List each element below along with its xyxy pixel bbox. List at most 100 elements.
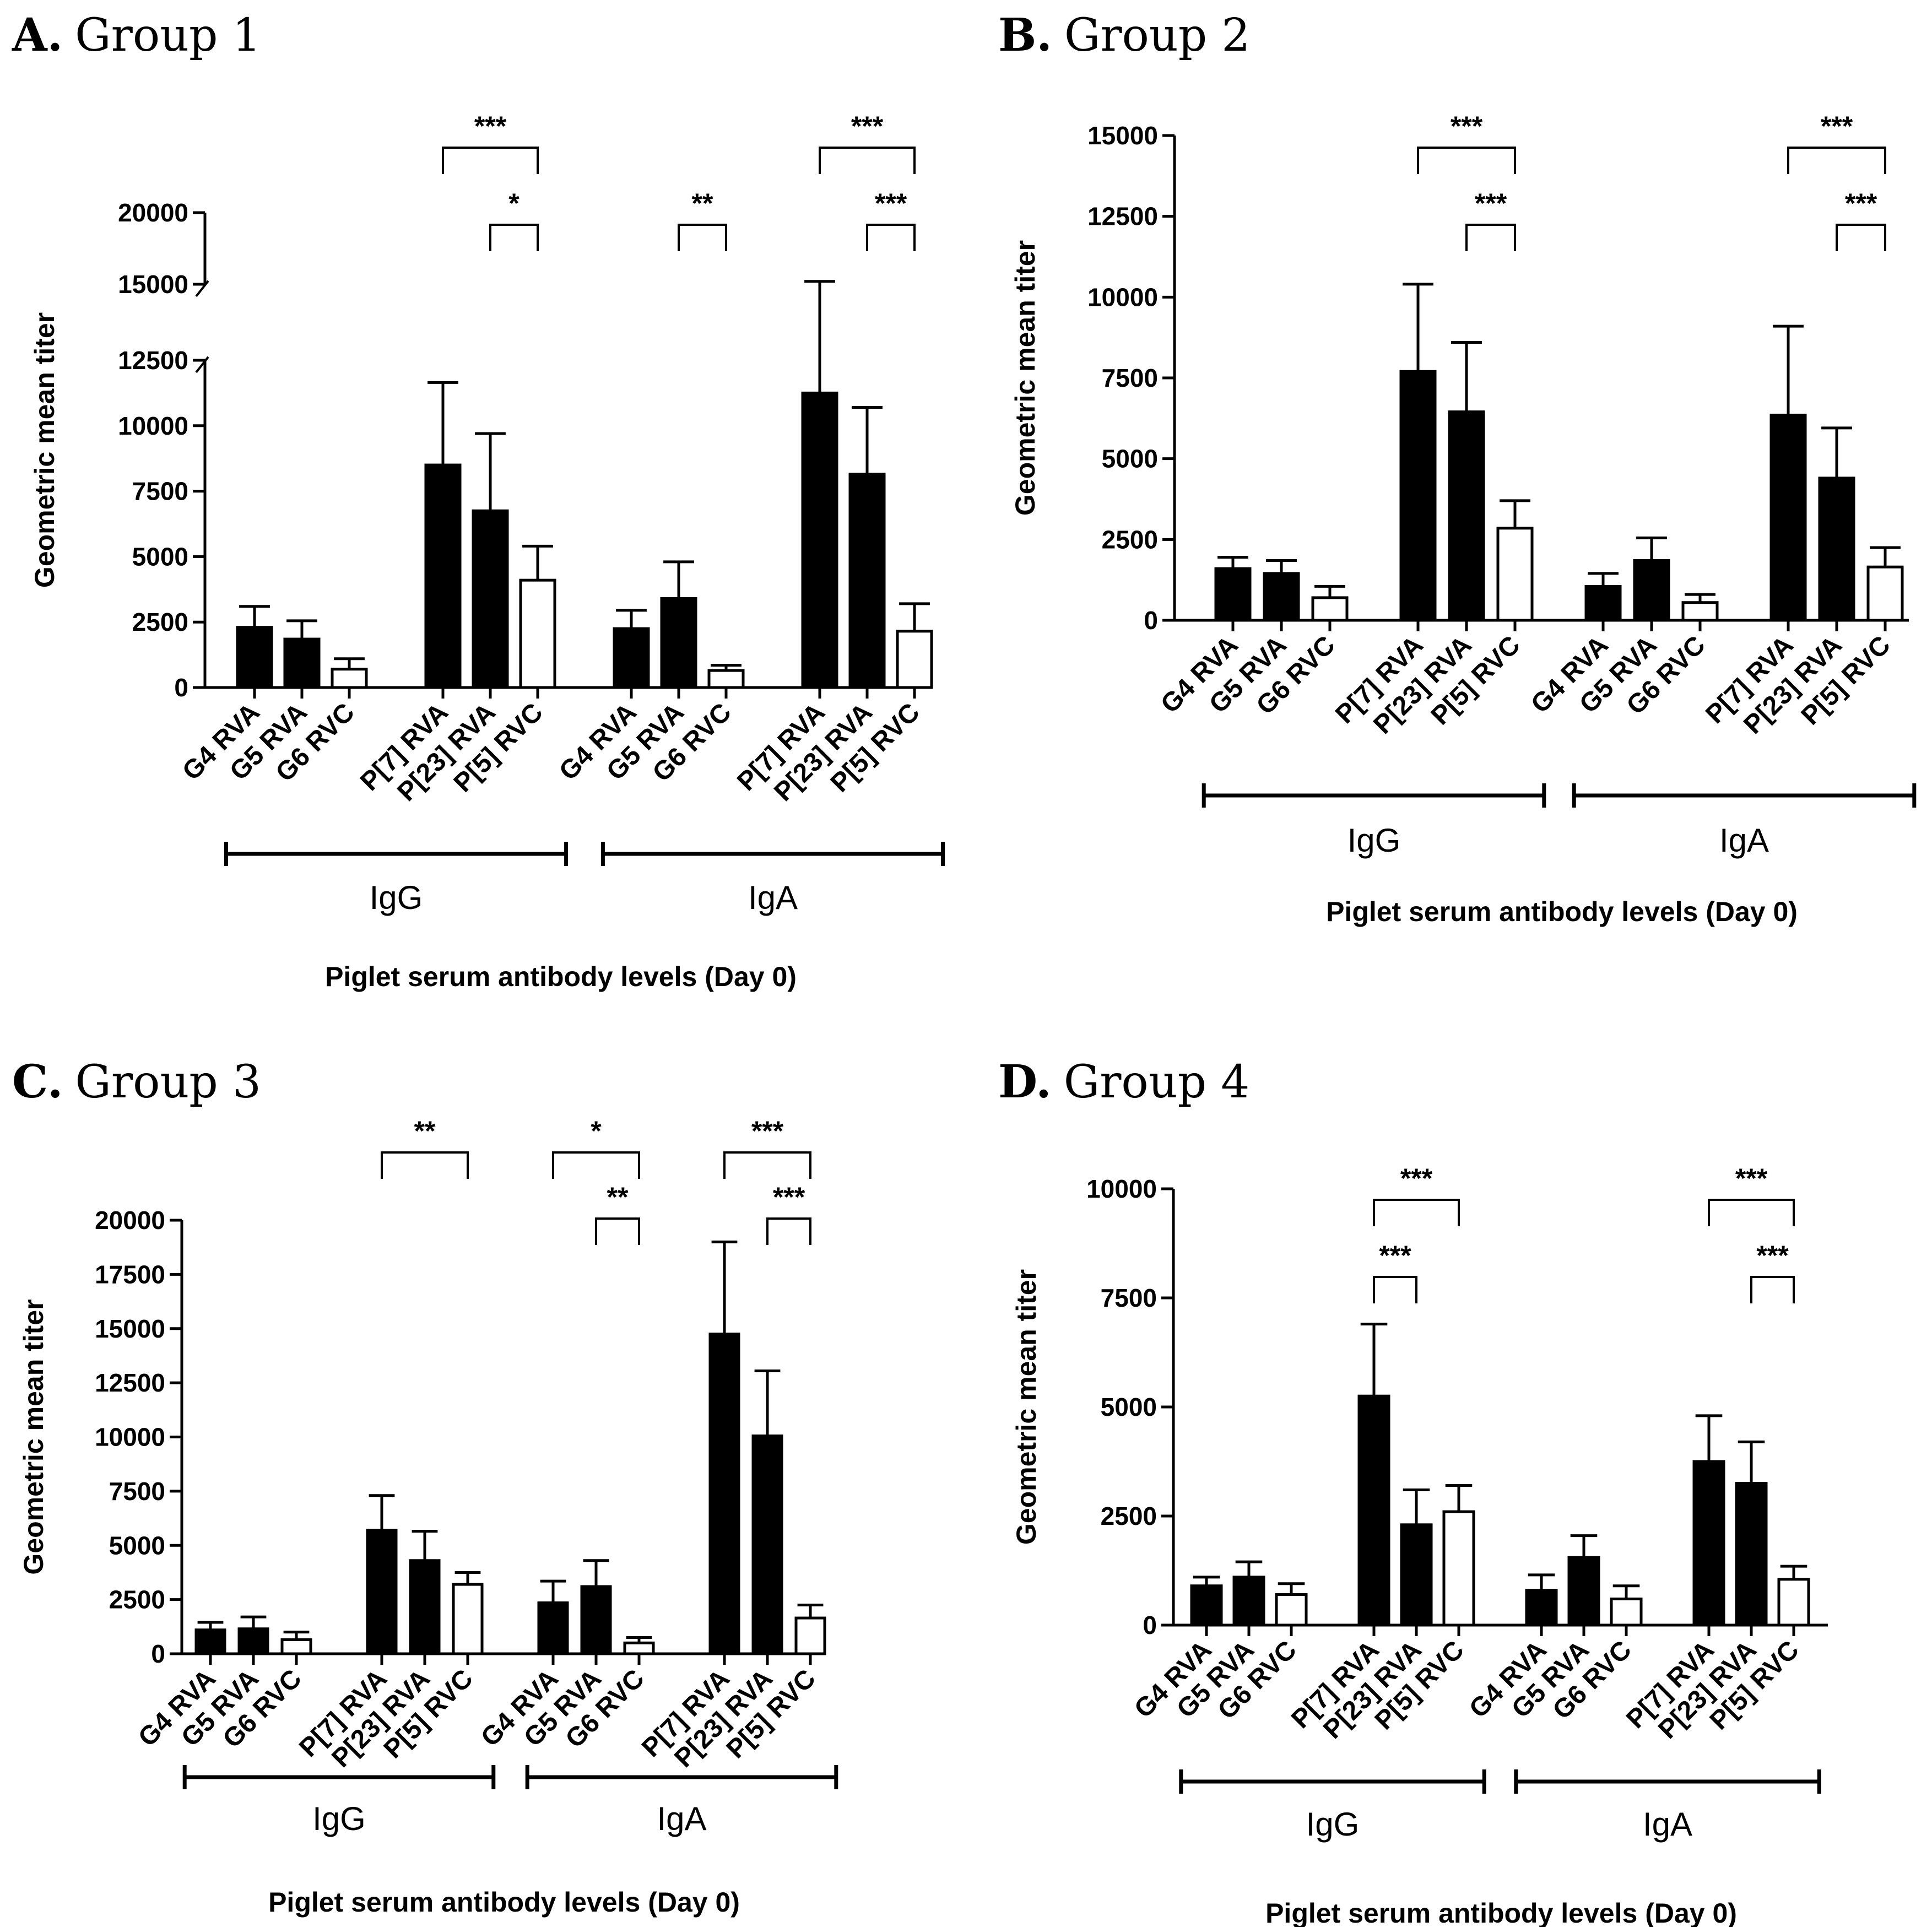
group-label: IgA	[1643, 1806, 1692, 1843]
bar	[896, 630, 933, 689]
y-tick-label: 2500	[1102, 525, 1158, 554]
bar	[472, 509, 509, 689]
panel-letter: A.	[12, 9, 63, 62]
panel-title-text: Group 3	[75, 1056, 261, 1108]
y-tick-label: 17500	[95, 1260, 165, 1289]
y-tick-label: 12500	[1087, 202, 1158, 231]
y-tick-label: 10000	[95, 1423, 165, 1452]
panel-letter: B.	[998, 9, 1052, 62]
significance-label: **	[692, 188, 713, 219]
bar	[1818, 477, 1855, 622]
significance-bracket	[678, 224, 727, 251]
y-tick-label: 7500	[1101, 1284, 1157, 1312]
y-tick-label: 12500	[118, 346, 188, 375]
significance-label: ***	[474, 111, 507, 142]
x-axis-title: Piglet serum antibody levels (Day 0)	[1326, 896, 1798, 927]
bar	[194, 1628, 226, 1655]
significance-bracket	[595, 1217, 640, 1245]
y-tick-label: 0	[151, 1639, 165, 1668]
bar	[751, 1435, 783, 1655]
y-tick-label: 2500	[132, 608, 188, 636]
y-tick-label: 15000	[118, 270, 188, 299]
significance-bracket	[1787, 147, 1886, 174]
panel-title-text: Group 1	[75, 9, 261, 62]
group-label: IgG	[312, 1800, 366, 1837]
y-tick-label: 10000	[1086, 1174, 1157, 1203]
bar	[794, 1616, 826, 1655]
bar	[623, 1641, 655, 1655]
chart-panel-2: B. Group 2 Geometric mean titer 0 2500 5000 75…	[998, 9, 1917, 927]
bar	[1633, 559, 1670, 622]
significance-label: ***	[1735, 1163, 1768, 1194]
chart-panel-1: A. Group 1 Geometric mean titer 0 2500 5000 75…	[12, 9, 945, 992]
bar	[707, 669, 745, 689]
y-tick-label: 0	[1143, 1611, 1157, 1639]
axis-break-mark	[195, 356, 209, 374]
panel-letter: C.	[12, 1055, 63, 1108]
significance-bracket	[1708, 1199, 1795, 1226]
y-tick-label: 5000	[1101, 1393, 1157, 1421]
y-tick-label: 7500	[132, 477, 188, 506]
x-axis-title: Piglet serum antibody levels (Day 0)	[325, 961, 797, 992]
significance-bracket	[723, 1151, 811, 1179]
panel-title: B. Group 2	[998, 9, 1250, 62]
significance-bracket	[1836, 224, 1886, 251]
significance-label: ***	[875, 188, 907, 219]
y-tick-label: 5000	[1102, 445, 1158, 473]
x-axis-title: Piglet serum antibody levels (Day 0)	[1265, 1898, 1737, 1927]
significance-label: ***	[1400, 1163, 1433, 1194]
chart-panel-3: C. Group 3 Geometric mean titer 0 2500 5000 75…	[12, 1055, 838, 1918]
group-label: IgG	[1306, 1806, 1360, 1843]
significance-bracket	[766, 1217, 811, 1245]
bar	[237, 1627, 269, 1655]
y-tick-label: 15000	[95, 1314, 165, 1343]
bar	[708, 1333, 740, 1655]
significance-label: ***	[773, 1182, 805, 1213]
panel-title-text: Group 4	[1064, 1056, 1250, 1108]
bar	[236, 626, 273, 689]
y-tick-label: 20000	[118, 198, 188, 227]
bar	[1400, 1523, 1433, 1627]
bar	[1777, 1578, 1810, 1627]
bar	[1190, 1584, 1223, 1627]
bar	[801, 391, 838, 689]
y-tick-label: 5000	[109, 1531, 165, 1560]
bar	[1311, 596, 1349, 622]
y-tick-label: 10000	[1087, 283, 1158, 311]
y-axis-label: Geometric mean titer	[1011, 1269, 1042, 1545]
panel-title: A. Group 1	[12, 9, 261, 62]
bar	[1399, 370, 1437, 622]
significance-label: ***	[1475, 188, 1507, 219]
y-tick-label: 7500	[1102, 364, 1158, 392]
bar	[660, 597, 697, 689]
significance-label: ***	[751, 1116, 784, 1146]
significance-label: ***	[851, 111, 884, 142]
y-tick-label: 20000	[95, 1206, 165, 1235]
y-tick-label: 7500	[109, 1477, 165, 1506]
significance-label: **	[414, 1116, 436, 1146]
panel-letter: D.	[998, 1055, 1052, 1108]
bar	[1496, 527, 1534, 622]
panel-title: C. Group 3	[12, 1055, 261, 1108]
significance-bracket	[866, 224, 916, 251]
significance-bracket	[489, 224, 539, 251]
significance-label: ***	[1821, 111, 1853, 142]
bar	[1692, 1460, 1725, 1627]
y-tick-label: 2500	[109, 1585, 165, 1614]
bar	[424, 463, 462, 689]
bar	[1442, 1510, 1475, 1627]
significance-bracket	[552, 1151, 640, 1179]
bar	[1525, 1589, 1558, 1627]
bar	[1567, 1556, 1600, 1627]
y-tick-label: 0	[1144, 606, 1158, 635]
bar	[452, 1583, 484, 1655]
significance-bracket	[1417, 147, 1516, 174]
panel-title: D. Group 4	[998, 1055, 1249, 1108]
significance-label: ***	[1451, 111, 1483, 142]
bar	[1232, 1576, 1265, 1627]
group-label: IgG	[370, 879, 423, 916]
bar	[1681, 601, 1719, 622]
bar	[366, 1529, 398, 1655]
y-tick-label: 12500	[95, 1368, 165, 1397]
bar	[1866, 565, 1904, 622]
